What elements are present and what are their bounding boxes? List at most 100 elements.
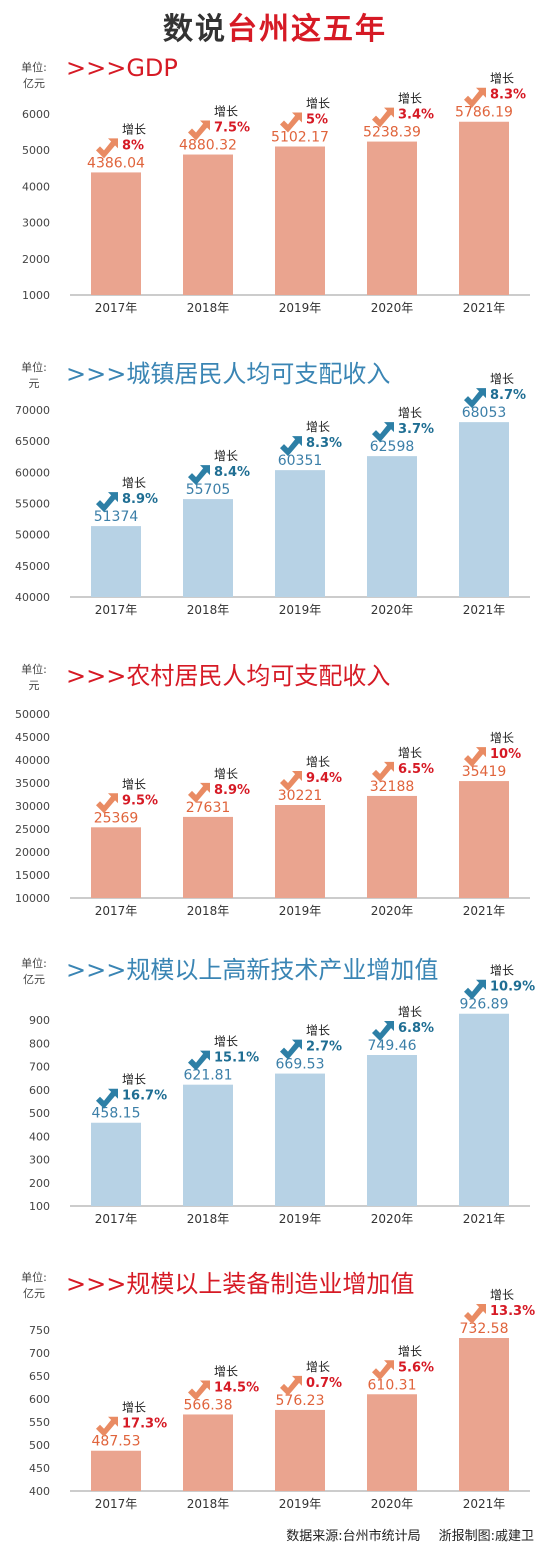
chart-title: >>>农村居民人均可支配收入 <box>66 656 390 691</box>
growth-label: 增长 <box>214 767 238 781</box>
y-tick-label: 1000 <box>22 289 50 302</box>
x-tick-label: 2019年 <box>279 1497 322 1511</box>
x-tick-label: 2019年 <box>279 301 322 315</box>
y-tick-label: 300 <box>29 1154 50 1167</box>
bar <box>91 827 141 898</box>
growth-value: 16.7% <box>122 1089 167 1104</box>
growth-value: 8.9% <box>122 492 158 507</box>
y-tick-label: 800 <box>29 1037 50 1050</box>
growth-label: 增长 <box>306 420 330 434</box>
chart-title: >>>规模以上高新技术产业增加值 <box>66 950 438 985</box>
x-tick-label: 2018年 <box>187 603 230 617</box>
bar <box>367 796 417 898</box>
value-label: 732.58 <box>460 1321 509 1337</box>
rural-income-chart-panel: >>>农村居民人均可支配收入 单位: 元 10000 15000 20000 25000… <box>0 656 550 926</box>
bar <box>275 470 325 597</box>
x-tick-label: 2021年 <box>463 603 506 617</box>
bar <box>459 1014 509 1206</box>
growth-value: 13.3% <box>490 1304 535 1319</box>
growth-label: 增长 <box>122 1073 146 1087</box>
x-tick-label: 2021年 <box>463 904 506 918</box>
growth-value: 6.5% <box>398 762 434 777</box>
rural-income-bar-chart: 10000 15000 20000 25000 30000 35000 40000 45000… <box>0 656 550 926</box>
bar <box>183 499 233 597</box>
x-tick-label: 2021年 <box>463 1212 506 1226</box>
growth-label: 增长 <box>122 777 146 791</box>
bar <box>275 1074 325 1206</box>
chart-title: >>>GDP <box>66 54 178 82</box>
value-label: 926.89 <box>460 997 509 1013</box>
growth-value: 5% <box>306 113 328 128</box>
unit-label: 单位: 亿元 <box>14 60 54 92</box>
x-tick-label: 2019年 <box>279 904 322 918</box>
bar <box>91 172 141 295</box>
growth-label: 增长 <box>398 92 422 106</box>
growth-label: 增长 <box>398 746 422 760</box>
growth-label: 增长 <box>398 1005 422 1019</box>
growth-value: 10.9% <box>490 980 535 995</box>
x-tick-label: 2020年 <box>371 904 414 918</box>
y-tick-label: 65000 <box>15 435 50 448</box>
x-tick-label: 2017年 <box>95 904 138 918</box>
y-tick-label: 3000 <box>22 217 50 230</box>
value-label: 51374 <box>94 509 139 525</box>
growth-value: 8.3% <box>306 436 342 451</box>
equipment-bar-chart: 4004505005506006507007502017年487.53增长17.… <box>0 1264 550 1524</box>
y-tick-label: 2000 <box>22 253 50 266</box>
x-tick-label: 2020年 <box>371 1212 414 1226</box>
bar <box>367 1055 417 1206</box>
gdp-bar-chart: 1000 2000 3000 4000 5000 6000 2017年 4386.04 增长 8%… <box>0 54 550 316</box>
value-label: 30221 <box>278 788 323 804</box>
bar <box>91 1123 141 1206</box>
growth-label: 增长 <box>122 122 146 136</box>
x-tick-label: 2017年 <box>95 301 138 315</box>
urban-income-chart-panel: >>>城镇居民人均可支配收入 单位: 元 40000 45000 50000 55000… <box>0 354 550 624</box>
x-tick-label: 2018年 <box>187 1497 230 1511</box>
y-tick-label: 500 <box>29 1107 50 1120</box>
value-label: 32188 <box>370 779 415 795</box>
growth-label: 增长 <box>214 449 238 463</box>
y-tick-label: 500 <box>29 1439 50 1452</box>
equipment-chart-panel: >>>规模以上装备制造业增加值 单位: 亿元 400 450 500 550 600 650… <box>0 1264 550 1524</box>
urban-income-bar-chart: 400004500050000550006000065000700002017年… <box>0 354 550 624</box>
bar <box>91 1451 141 1491</box>
bar <box>459 781 509 898</box>
growth-label: 增长 <box>214 1035 238 1049</box>
y-tick-label: 15000 <box>15 869 50 882</box>
growth-label: 增长 <box>490 1288 514 1302</box>
bar <box>459 122 509 295</box>
x-tick-label: 2020年 <box>371 1497 414 1511</box>
value-label: 576.23 <box>276 1393 325 1409</box>
value-label: 487.53 <box>92 1434 141 1450</box>
value-label: 68053 <box>462 405 507 421</box>
y-tick-label: 550 <box>29 1416 50 1429</box>
y-tick-label: 900 <box>29 1014 50 1027</box>
y-tick-label: 30000 <box>15 800 50 813</box>
growth-value: 9.4% <box>306 771 342 786</box>
growth-value: 8.4% <box>214 465 250 480</box>
footer: 数据来源:台州市统计局 浙报制图:戚建卫 <box>268 1525 534 1544</box>
value-label: 4880.32 <box>179 138 237 154</box>
y-tick-label: 100 <box>29 1200 50 1213</box>
growth-label: 增长 <box>490 964 514 978</box>
bar <box>459 1338 509 1491</box>
unit-label: 单位: 亿元 <box>14 1270 54 1302</box>
x-tick-label: 2017年 <box>95 603 138 617</box>
growth-label: 增长 <box>122 1401 146 1415</box>
bar <box>183 155 233 295</box>
growth-label: 增长 <box>490 372 514 386</box>
bar <box>367 1394 417 1491</box>
hightech-bar-chart: 1002003004005006007008009002017年458.15增长… <box>0 950 550 1230</box>
y-tick-label: 70000 <box>15 404 50 417</box>
value-label: 5238.39 <box>363 125 421 141</box>
growth-value: 15.1% <box>214 1051 259 1066</box>
x-tick-label: 2019年 <box>279 603 322 617</box>
bar <box>91 526 141 597</box>
y-tick-label: 40000 <box>15 591 50 604</box>
y-tick-label: 55000 <box>15 498 50 511</box>
bar <box>275 147 325 295</box>
value-label: 621.81 <box>184 1068 233 1084</box>
value-label: 27631 <box>186 800 231 816</box>
value-label: 62598 <box>370 439 415 455</box>
growth-label: 增长 <box>306 1024 330 1038</box>
